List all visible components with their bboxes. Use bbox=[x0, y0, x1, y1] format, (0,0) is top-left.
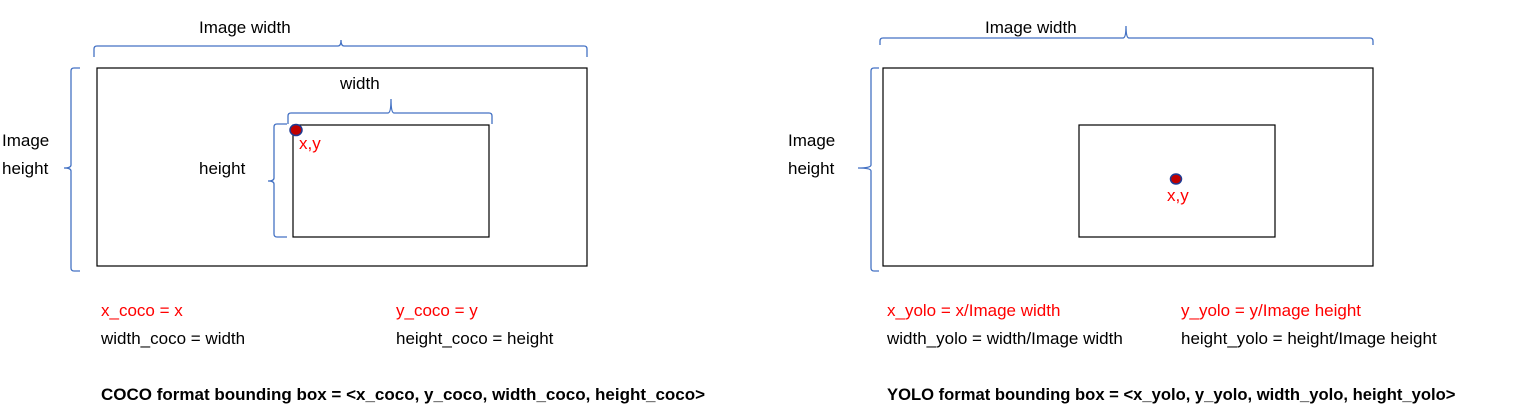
yolo-summary: YOLO format bounding box = <x_yolo, y_yo… bbox=[887, 385, 1456, 404]
yolo-image-height-label-line1: Image bbox=[788, 131, 836, 150]
coco-formula-y: y_coco = y bbox=[396, 301, 478, 320]
coco-formula-x: x_coco = x bbox=[101, 301, 183, 320]
coco-image-width-label: Image width bbox=[199, 18, 291, 37]
coco-image-height-label-line1: Image bbox=[2, 131, 50, 150]
yolo-bbox-rect bbox=[1078, 124, 1276, 238]
coco-image-height-label-line2: height bbox=[2, 159, 49, 178]
yolo-image-width-brace bbox=[879, 25, 1374, 45]
coco-point-label: x,y bbox=[299, 134, 321, 153]
coco-bbox-height-brace bbox=[267, 123, 287, 238]
coco-formula-width: width_coco = width bbox=[101, 329, 246, 348]
yolo-image-height-brace bbox=[857, 67, 879, 272]
yolo-point-label: x,y bbox=[1167, 186, 1189, 205]
coco-point-marker bbox=[289, 123, 303, 137]
yolo-formula-height: height_yolo = height/Image height bbox=[1181, 329, 1437, 348]
coco-formula-height: height_coco = height bbox=[396, 329, 554, 348]
yolo-point-marker bbox=[1169, 173, 1183, 185]
coco-bbox-width-brace bbox=[287, 98, 493, 124]
coco-bbox-rect bbox=[292, 124, 490, 238]
coco-image-height-brace bbox=[63, 67, 80, 272]
coco-image-width-brace bbox=[93, 39, 588, 57]
coco-image-rect bbox=[96, 67, 588, 267]
yolo-image-width-label: Image width bbox=[985, 18, 1077, 37]
yolo-formula-x: x_yolo = x/Image width bbox=[887, 301, 1061, 320]
yolo-formula-width: width_yolo = width/Image width bbox=[887, 329, 1123, 348]
yolo-image-height-label-line2: height bbox=[788, 159, 835, 178]
yolo-image-rect bbox=[882, 67, 1374, 267]
yolo-formula-y: y_yolo = y/Image height bbox=[1181, 301, 1362, 320]
coco-summary: COCO format bounding box = <x_coco, y_co… bbox=[101, 385, 706, 404]
coco-box-height-label: height bbox=[199, 159, 246, 178]
coco-box-width-label: width bbox=[340, 74, 380, 93]
